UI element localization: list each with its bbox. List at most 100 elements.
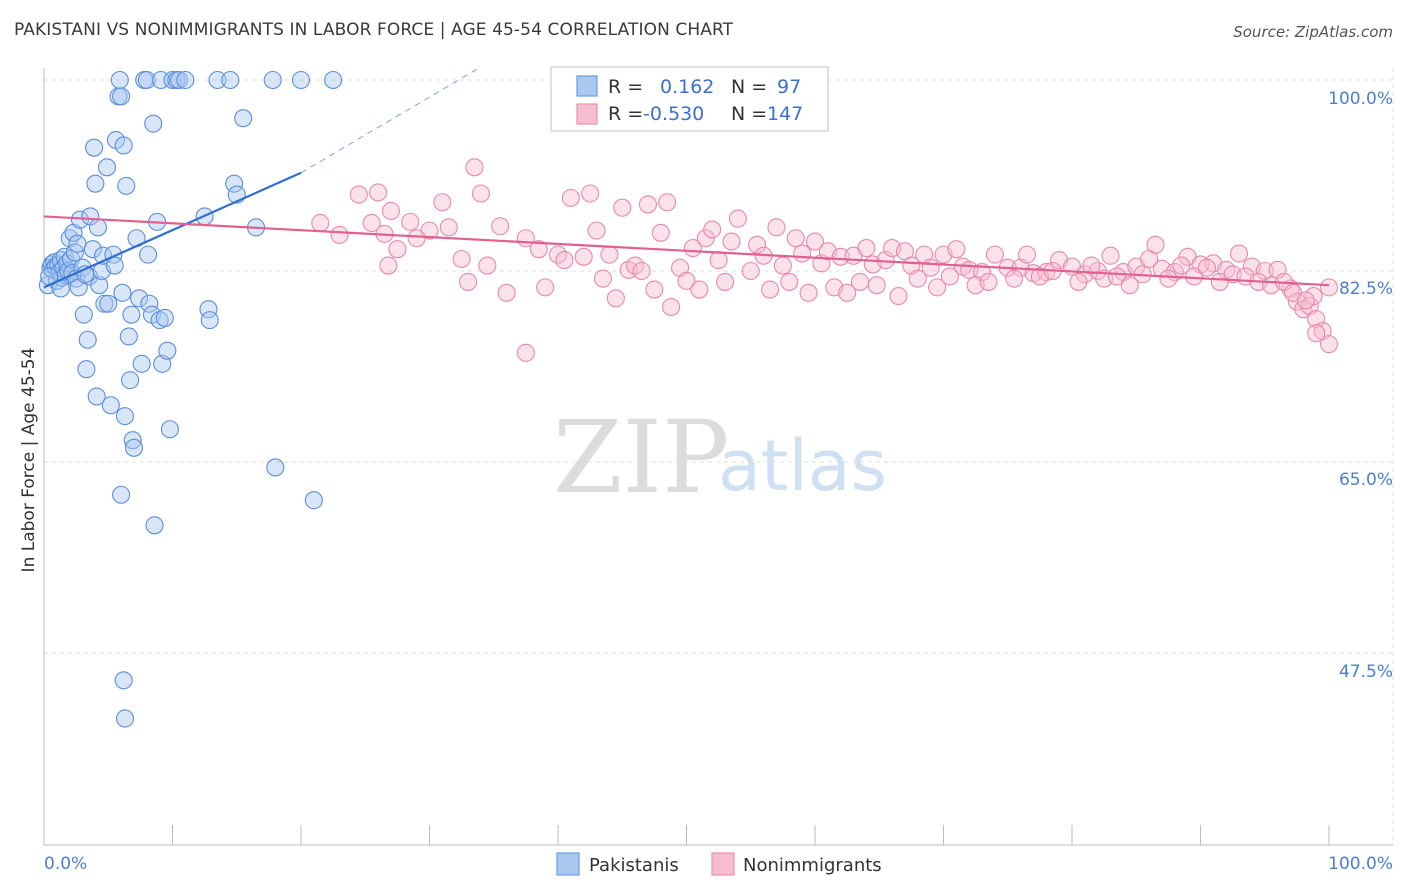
- pakistani-point-41: [101, 396, 120, 415]
- nonimmigrant-point-121: [940, 267, 959, 286]
- nonimmigrant-point-73: [1101, 246, 1120, 265]
- chart-title: PAKISTANI VS NONIMMIGRANTS IN LABOR FORC…: [14, 20, 734, 40]
- nonimmigrant-point-146: [1296, 291, 1315, 310]
- nonimmigrant-point-130: [1107, 267, 1127, 286]
- pakistani-point-55: [123, 431, 142, 450]
- pakistani-point-74: [163, 70, 182, 90]
- pakistani-point-90: [304, 491, 323, 510]
- nonimmigrant-point-105: [606, 289, 625, 308]
- nonimmigrant-point-22: [587, 221, 606, 240]
- nonimmigrant-point-104: [593, 269, 613, 288]
- nonimmigrant-point-63: [985, 245, 1004, 264]
- x-tick-label-100: 100.0%: [1328, 854, 1393, 874]
- nonimmigrant-point-55: [902, 256, 921, 275]
- nonimmigrant-point-103: [555, 251, 574, 270]
- nonimmigrant-point-84: [1230, 244, 1249, 263]
- bottom-legend: Pakistanis Nonimmigrants: [556, 852, 882, 876]
- nonimmigrant-point-101: [458, 272, 478, 291]
- pakistani-point-25: [74, 305, 93, 324]
- nonimmigrant-point-17: [529, 240, 548, 259]
- nonimmigrant-point-28: [645, 280, 664, 299]
- source-credit: Source: ZipAtlas.com: [1233, 23, 1393, 41]
- legend-r-value-2: -0.530: [643, 103, 704, 125]
- axes: [43, 68, 1393, 846]
- y-tick-label-65: 65.0%: [1339, 470, 1393, 490]
- legend-swatch-nonimmigrants: [576, 103, 598, 125]
- pakistani-point-92: [112, 485, 131, 504]
- legend-box: R = 0.162 N = 97 R = -0.530 N = 147: [550, 66, 829, 132]
- nonimmigrant-point-48: [831, 247, 850, 266]
- pakistani-point-51: [117, 176, 136, 195]
- pakistani-point-87: [263, 70, 282, 90]
- pakistani-point-59: [132, 354, 151, 373]
- nonimmigrant-point-119: [908, 269, 927, 288]
- nonimmigrant-point-66: [1017, 245, 1037, 264]
- pakistani-point-72: [158, 341, 177, 360]
- nonimmigrant-point-97: [536, 278, 555, 297]
- pakistani-point-31: [85, 138, 104, 157]
- bottom-legend-label-pakistanis: Pakistanis: [589, 855, 679, 876]
- pakistani-point-73: [160, 420, 179, 439]
- nonimmigrant-point-9: [433, 193, 452, 212]
- nonimmigrant-point-24: [613, 198, 632, 217]
- nonimmigrant-point-127: [1069, 272, 1088, 291]
- pakistani-point-76: [169, 70, 188, 90]
- nonimmigrant-point-10: [439, 218, 458, 237]
- pakistani-point-82: [221, 70, 240, 90]
- watermark-atlas: atlas: [718, 425, 887, 507]
- nonimmigrant-point-21: [581, 184, 600, 203]
- nonimmigrant-point-128: [1082, 256, 1101, 275]
- nonimmigrant-point-77: [1146, 235, 1165, 254]
- nonimmigrant-point-106: [632, 261, 651, 281]
- legend-r-value-1: 0.162: [660, 76, 714, 98]
- pakistani-point-40: [99, 294, 118, 313]
- pakistani-point-47: [112, 87, 131, 106]
- pakistani-point-94: [115, 709, 135, 728]
- nonimmigrant-point-12: [465, 158, 484, 177]
- nonimmigrant-point-19: [561, 188, 580, 207]
- pakistani-point-52: [119, 327, 138, 346]
- y-tick-label-82-5: 82.5%: [1339, 279, 1393, 299]
- nonimmigrant-point-14: [478, 256, 497, 275]
- nonimmigrant-point-134: [1172, 256, 1191, 275]
- pakistani-point-33: [87, 387, 106, 406]
- nonimmigrant-point-109: [715, 272, 735, 291]
- pakistani-point-88: [266, 458, 285, 477]
- nonimmigrant-point-44: [793, 244, 812, 263]
- bottom-legend-label-nonimmigrants: Nonimmigrants: [743, 855, 882, 876]
- pakistani-point-46: [110, 70, 129, 90]
- trend-lines: [43, 66, 1330, 289]
- pakistani-point-30: [83, 240, 102, 259]
- nonimmigrant-point-123: [979, 272, 998, 291]
- nonimmigrant-point-96: [516, 343, 535, 362]
- pakistani-point-32: [86, 174, 105, 193]
- watermark-zip: ZIP: [553, 399, 729, 516]
- nonimmigrant-point-113: [799, 283, 818, 302]
- pakistani-point-50: [115, 407, 135, 426]
- pakistani-point-93: [114, 671, 133, 690]
- y-axis-title: In Labor Force | Age 45-54: [19, 348, 39, 573]
- pakistani-point-39: [97, 158, 117, 177]
- nonimmigrant-point-50: [857, 239, 876, 258]
- nonimmigrant-point-124: [1005, 269, 1024, 288]
- nonimmigrant-point-0: [311, 213, 330, 233]
- y-tick-label-47-5: 47.5%: [1339, 662, 1393, 682]
- nonimmigrant-point-99: [379, 256, 398, 275]
- pakistani-point-62: [139, 245, 158, 264]
- y-tick-label-100: 100.0%: [1328, 89, 1393, 109]
- nonimmigrant-point-32: [677, 271, 696, 290]
- nonimmigrant-point-31: [671, 258, 690, 277]
- nonimmigrant-point-39: [748, 235, 767, 254]
- nonimmigrant-point-42: [773, 256, 792, 275]
- nonimmigrant-point-118: [889, 287, 908, 306]
- pakistani-point-97: [69, 278, 88, 297]
- nonimmigrant-point-136: [1197, 258, 1216, 277]
- nonimmigrant-point-95: [1307, 324, 1326, 343]
- nonimmigrant-point-110: [741, 261, 760, 281]
- nonimmigrant-point-115: [838, 283, 857, 302]
- pakistani-trend-line: [43, 171, 302, 289]
- nonimmigrant-point-131: [1120, 276, 1139, 295]
- pakistani-point-61: [137, 70, 156, 90]
- nonimmigrant-point-116: [850, 272, 870, 291]
- nonimmigrant-point-2: [362, 213, 381, 233]
